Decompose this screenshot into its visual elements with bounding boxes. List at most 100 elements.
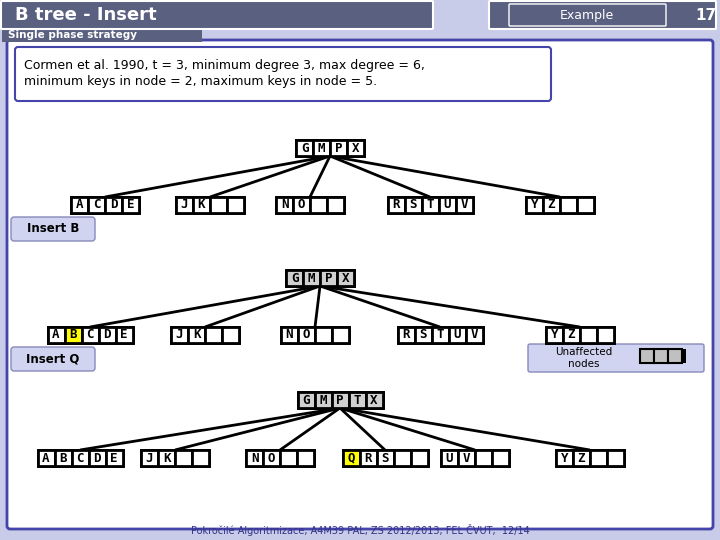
- Bar: [71, 450, 89, 466]
- Bar: [543, 197, 560, 213]
- Text: G: G: [302, 394, 310, 407]
- Bar: [387, 197, 472, 213]
- Text: Single phase strategy: Single phase strategy: [8, 30, 137, 40]
- Text: R: R: [392, 199, 400, 212]
- Bar: [276, 197, 293, 213]
- Text: O: O: [268, 451, 275, 464]
- Text: N: N: [251, 451, 258, 464]
- Text: E: E: [127, 199, 134, 212]
- Bar: [320, 270, 337, 286]
- Bar: [654, 349, 668, 363]
- Bar: [607, 450, 624, 466]
- Bar: [456, 197, 472, 213]
- FancyBboxPatch shape: [528, 344, 704, 372]
- Text: Z: Z: [577, 451, 585, 464]
- Bar: [175, 450, 192, 466]
- Text: M: M: [318, 141, 325, 154]
- Bar: [310, 197, 327, 213]
- FancyBboxPatch shape: [7, 40, 713, 529]
- Text: B tree - Insert: B tree - Insert: [15, 6, 157, 24]
- Text: K: K: [198, 199, 205, 212]
- Text: A: A: [53, 328, 60, 341]
- Bar: [298, 327, 315, 343]
- Bar: [193, 197, 210, 213]
- Bar: [81, 327, 99, 343]
- Bar: [387, 197, 405, 213]
- Bar: [246, 450, 263, 466]
- Text: E: E: [120, 328, 127, 341]
- Bar: [332, 327, 349, 343]
- FancyBboxPatch shape: [1, 1, 433, 29]
- Bar: [330, 140, 347, 156]
- Bar: [55, 450, 71, 466]
- FancyBboxPatch shape: [11, 217, 95, 241]
- Bar: [343, 450, 359, 466]
- Bar: [188, 327, 205, 343]
- Bar: [640, 349, 654, 363]
- Bar: [441, 450, 509, 466]
- Text: C: C: [76, 451, 84, 464]
- Bar: [280, 450, 297, 466]
- Text: B: B: [59, 451, 67, 464]
- Text: X: X: [352, 141, 359, 154]
- Bar: [348, 392, 366, 408]
- Bar: [171, 327, 239, 343]
- Text: S: S: [409, 199, 417, 212]
- Bar: [526, 197, 543, 213]
- Text: V: V: [460, 199, 468, 212]
- Text: Insert B: Insert B: [27, 222, 79, 235]
- Text: J: J: [145, 451, 153, 464]
- Text: Insert Q: Insert Q: [27, 353, 80, 366]
- Bar: [286, 270, 354, 286]
- Text: Unaffected
nodes: Unaffected nodes: [555, 347, 613, 369]
- Bar: [563, 327, 580, 343]
- Bar: [296, 140, 313, 156]
- Text: U: U: [444, 199, 451, 212]
- Bar: [682, 349, 686, 363]
- Text: Q: Q: [347, 451, 355, 464]
- Text: V: V: [463, 451, 470, 464]
- Bar: [438, 197, 456, 213]
- Bar: [366, 392, 382, 408]
- Bar: [286, 270, 303, 286]
- Bar: [105, 197, 122, 213]
- Text: Y: Y: [561, 451, 568, 464]
- Text: T: T: [436, 328, 444, 341]
- Bar: [313, 140, 330, 156]
- Text: P: P: [335, 141, 342, 154]
- Bar: [71, 197, 88, 213]
- Bar: [343, 450, 428, 466]
- Text: 17: 17: [696, 8, 716, 23]
- Text: T: T: [354, 394, 361, 407]
- Bar: [89, 450, 106, 466]
- Bar: [106, 450, 122, 466]
- Bar: [122, 197, 139, 213]
- Bar: [37, 450, 122, 466]
- Bar: [526, 197, 594, 213]
- Bar: [475, 450, 492, 466]
- Bar: [466, 327, 482, 343]
- Bar: [394, 450, 410, 466]
- FancyBboxPatch shape: [489, 1, 716, 29]
- Text: U: U: [446, 451, 454, 464]
- Bar: [227, 197, 244, 213]
- Bar: [65, 327, 81, 343]
- Text: Y: Y: [531, 199, 539, 212]
- Bar: [276, 197, 344, 213]
- Bar: [48, 327, 132, 343]
- Bar: [668, 349, 682, 363]
- Text: Z: Z: [568, 328, 575, 341]
- Text: minimum keys in node = 2, maximum keys in node = 5.: minimum keys in node = 2, maximum keys i…: [24, 76, 377, 89]
- Text: D: D: [109, 199, 117, 212]
- Text: M: M: [307, 272, 315, 285]
- Bar: [281, 327, 349, 343]
- Text: M: M: [319, 394, 327, 407]
- Text: E: E: [110, 451, 118, 464]
- Text: N: N: [281, 199, 288, 212]
- Text: Y: Y: [551, 328, 558, 341]
- Bar: [210, 197, 227, 213]
- Text: P: P: [336, 394, 343, 407]
- Bar: [99, 327, 115, 343]
- Text: J: J: [181, 199, 188, 212]
- Bar: [560, 197, 577, 213]
